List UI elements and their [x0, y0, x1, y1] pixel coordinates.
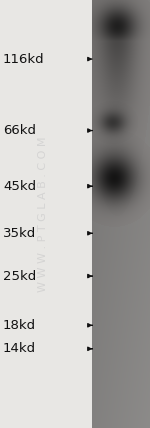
Text: 25kd: 25kd [3, 270, 36, 282]
Text: 35kd: 35kd [3, 227, 36, 240]
Text: 116kd: 116kd [3, 53, 45, 65]
Text: 45kd: 45kd [3, 180, 36, 193]
Text: W W W . P T G L A B . C O M: W W W . P T G L A B . C O M [39, 136, 48, 292]
Text: 66kd: 66kd [3, 124, 36, 137]
Text: 18kd: 18kd [3, 319, 36, 332]
Text: 14kd: 14kd [3, 342, 36, 355]
